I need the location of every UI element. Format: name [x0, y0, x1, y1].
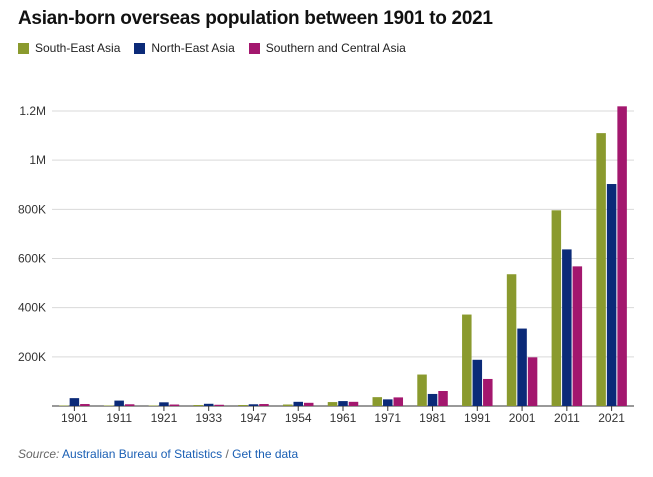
source-label: Source:	[18, 447, 60, 461]
x-tick-label: 1961	[330, 411, 357, 425]
bar	[338, 401, 348, 406]
bar	[193, 405, 203, 406]
bar	[203, 403, 214, 406]
bar	[238, 405, 248, 406]
bar	[293, 401, 303, 406]
bar	[169, 404, 180, 406]
bar	[427, 393, 438, 406]
bar-chart: 200K 400K 600K 800K 1M 1.2M 1901 1911 1921 1933 19…	[18, 104, 634, 425]
chart-title: Asian-born overseas population between 1…	[18, 8, 493, 29]
bar	[506, 274, 517, 406]
legend-swatch-south-east-asia	[18, 42, 29, 54]
bar	[327, 402, 338, 406]
x-tick-label: 1933	[195, 411, 222, 425]
y-tick-label: 200K	[18, 350, 46, 364]
bar	[159, 402, 169, 406]
legend-swatch-southern-central-asia	[248, 42, 260, 54]
bar	[572, 266, 583, 406]
bar	[606, 184, 617, 406]
bar	[596, 133, 606, 406]
x-tick-label: 1947	[240, 411, 267, 425]
legend-item-southern-central-asia: Southern and Central Asia	[248, 41, 406, 55]
bar	[372, 397, 383, 406]
bar	[462, 314, 472, 406]
bar	[248, 404, 259, 406]
y-tick-label: 1.2M	[19, 104, 46, 118]
bar	[393, 397, 404, 406]
bar	[214, 404, 224, 406]
x-tick-label: 1971	[374, 411, 401, 425]
x-tick-label: 2001	[509, 411, 536, 425]
x-tick-label: 1954	[285, 411, 312, 425]
x-tick-label: 2011	[554, 411, 580, 425]
bar	[114, 400, 124, 406]
bar	[483, 378, 493, 406]
source-link[interactable]: Australian Bureau of Statistics	[62, 447, 223, 461]
bar	[124, 404, 135, 406]
x-tick-label: 1981	[419, 411, 446, 425]
x-tick-label: 1921	[151, 411, 178, 425]
y-tick-label: 1M	[29, 153, 46, 167]
footer-separator: /	[225, 447, 229, 461]
bar	[551, 210, 562, 406]
chart-legend: South-East Asia North-East Asia Southern…	[18, 41, 406, 55]
bar	[69, 398, 80, 406]
y-tick-label: 600K	[18, 252, 46, 266]
bar	[617, 106, 627, 407]
bar	[527, 357, 538, 406]
bar	[562, 249, 572, 406]
bar	[417, 374, 427, 406]
x-tick-label: 1911	[106, 411, 132, 425]
chart-footer: Source: Australian Bureau of Statistics …	[18, 447, 298, 461]
bar	[303, 402, 314, 406]
x-tick-label: 1991	[464, 411, 491, 425]
legend-item-south-east-asia: South-East Asia	[18, 41, 120, 55]
legend-label-southern-central-asia: Southern and Central Asia	[265, 41, 406, 55]
y-tick-label: 400K	[18, 301, 46, 315]
bar	[472, 359, 483, 406]
legend-swatch-north-east-asia	[134, 42, 146, 54]
bar	[259, 404, 269, 406]
bar	[80, 404, 90, 406]
bar	[517, 328, 527, 406]
get-data-link[interactable]: Get the data	[232, 447, 299, 461]
y-tick-label: 800K	[18, 202, 46, 216]
bar	[348, 401, 359, 406]
legend-label-north-east-asia: North-East Asia	[151, 41, 235, 55]
bar	[282, 404, 293, 406]
legend-label-south-east-asia: South-East Asia	[35, 41, 121, 55]
x-tick-label: 2021	[598, 411, 625, 425]
bar	[438, 391, 448, 406]
legend-item-north-east-asia: North-East Asia	[134, 41, 235, 55]
x-tick-label: 1901	[61, 411, 88, 425]
bar	[383, 399, 393, 406]
